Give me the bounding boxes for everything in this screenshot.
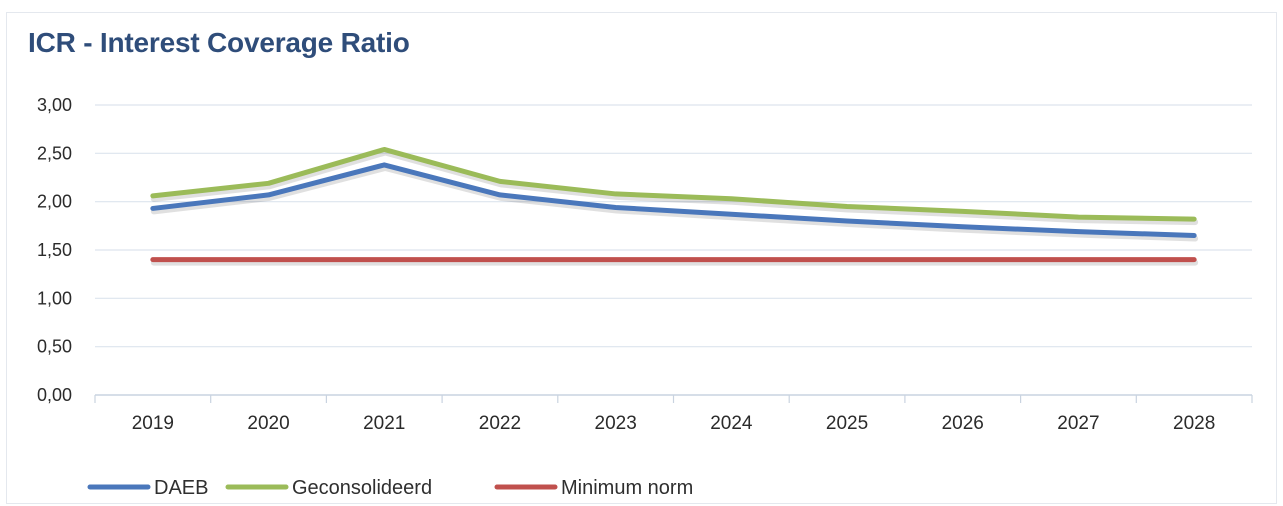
chart-title: ICR - Interest Coverage Ratio bbox=[28, 27, 410, 58]
x-tick-label: 2021 bbox=[363, 413, 405, 434]
grid-lines bbox=[95, 104, 1252, 348]
y-tick-label: 2,50 bbox=[37, 143, 72, 163]
y-tick-label: 2,00 bbox=[37, 192, 72, 212]
series-shadow bbox=[150, 164, 1199, 242]
legend-label: DAEB bbox=[154, 477, 208, 499]
x-tick-label: 2026 bbox=[942, 413, 984, 434]
x-tick-label: 2022 bbox=[479, 413, 521, 434]
series-shadow bbox=[150, 149, 1199, 226]
y-tick-label: 0,50 bbox=[37, 337, 72, 357]
x-tick-label: 2025 bbox=[826, 413, 868, 434]
y-tick-label: 1,00 bbox=[37, 288, 72, 308]
x-tick-label: 2023 bbox=[595, 413, 637, 434]
series-line-daeb bbox=[150, 162, 1197, 238]
x-tick-label: 2019 bbox=[132, 413, 174, 434]
x-tick-label: 2028 bbox=[1173, 413, 1215, 434]
series-lines bbox=[150, 146, 1199, 266]
y-tick-label: 0,00 bbox=[37, 385, 72, 405]
x-axis: 2019 2020 2021 2022 2023 2024 2025 2026 2027 2028 bbox=[94, 394, 1253, 434]
x-tick-label: 2024 bbox=[710, 413, 753, 434]
legend-label: Minimum norm bbox=[561, 477, 693, 499]
y-axis-ticks: 0,00 0,50 1,00 1,50 2,00 2,50 3,00 bbox=[37, 95, 72, 405]
legend-label: Geconsolideerd bbox=[292, 477, 432, 499]
x-tick-label: 2027 bbox=[1057, 413, 1099, 434]
legend: DAEB Geconsolideerd Minimum norm bbox=[87, 477, 693, 499]
series-line-geconsolideerd bbox=[150, 146, 1197, 222]
x-tick-label: 2020 bbox=[247, 413, 289, 434]
y-tick-label: 1,50 bbox=[37, 240, 72, 260]
y-tick-label: 3,00 bbox=[37, 95, 72, 115]
